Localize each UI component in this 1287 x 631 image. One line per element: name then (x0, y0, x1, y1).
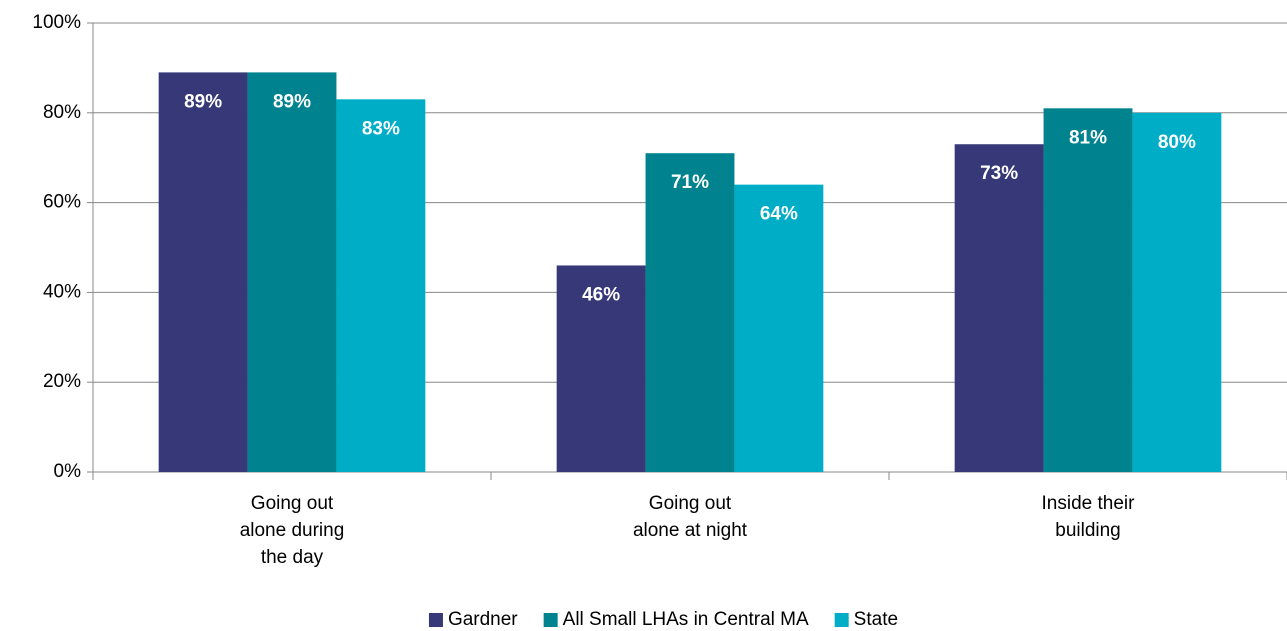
bar (954, 144, 1044, 473)
bar (1132, 112, 1222, 473)
value-label: 46% (582, 284, 620, 305)
legend-swatch (834, 613, 849, 627)
value-label: 89% (273, 91, 311, 112)
legend-label: State (854, 609, 898, 630)
value-label: 64% (760, 204, 798, 225)
value-label: 81% (1069, 127, 1107, 148)
y-tick-label: 80% (43, 102, 81, 123)
y-tick-label: 20% (43, 371, 81, 392)
bar (336, 99, 426, 472)
bar (734, 184, 824, 472)
legend-swatch (428, 613, 443, 627)
y-tick-label: 0% (54, 461, 82, 482)
bar (1043, 108, 1133, 472)
y-tick-label: 60% (43, 192, 81, 213)
bar (247, 72, 337, 472)
value-label: 83% (362, 118, 400, 139)
bar (556, 265, 646, 472)
x-tick-label: Inside their building (1041, 493, 1135, 541)
x-tick-label: Going out alone during the day (239, 493, 345, 568)
value-label: 71% (671, 172, 709, 193)
value-label: 89% (184, 91, 222, 112)
value-label: 80% (1158, 132, 1196, 153)
bar (158, 72, 248, 472)
y-tick-label: 100% (32, 12, 81, 33)
legend-label: All Small LHAs in Central MA (563, 609, 809, 630)
legend-swatch (543, 613, 558, 627)
x-tick-label: Going out alone at night (632, 493, 748, 541)
bar (645, 153, 735, 472)
y-tick-label: 40% (43, 281, 81, 302)
legend-label: Gardner (448, 609, 518, 630)
value-label: 73% (980, 163, 1018, 184)
